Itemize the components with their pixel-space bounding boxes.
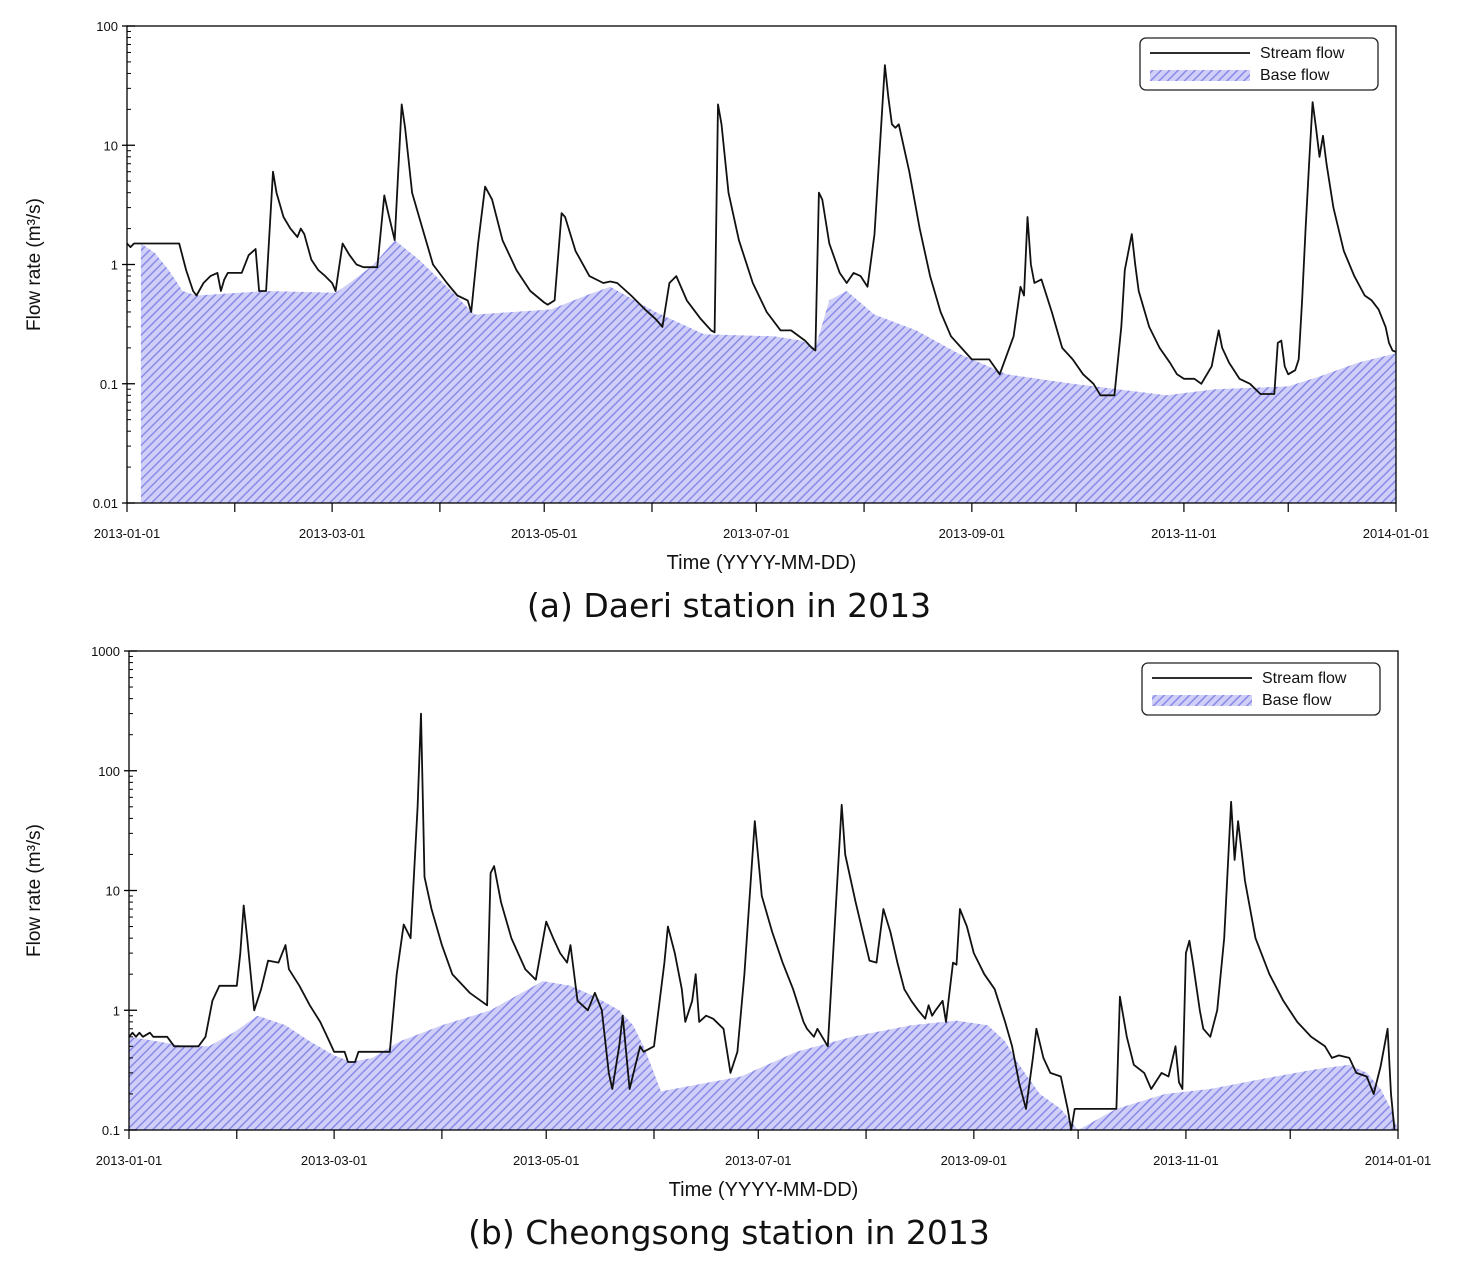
y-tick-label: 10 bbox=[104, 138, 118, 153]
stream-flow-line bbox=[128, 712, 1396, 1131]
x-tick-label: 2013-07-01 bbox=[725, 1153, 792, 1168]
x-tick-label: 2013-05-01 bbox=[513, 1153, 580, 1168]
y-axis-label: Flow rate (m³/s) bbox=[24, 824, 45, 957]
x-tick-label: 2013-11-01 bbox=[1153, 1153, 1219, 1168]
legend-base-flow-label: Base flow bbox=[1260, 67, 1330, 84]
y-tick-label: 100 bbox=[96, 19, 118, 34]
legend-stream-flow-label: Stream flow bbox=[1260, 45, 1345, 62]
y-tick-label: 100 bbox=[98, 764, 120, 779]
base-flow-area bbox=[129, 981, 1398, 1130]
x-tick-label: 2014-01-01 bbox=[1365, 1153, 1432, 1168]
x-tick-label: 2013-07-01 bbox=[723, 526, 790, 541]
legend-base-flow-label: Base flow bbox=[1262, 692, 1332, 709]
y-tick-label: 0.01 bbox=[93, 496, 118, 511]
legend-base-flow-swatch bbox=[1150, 70, 1250, 81]
chart-cheongsong: 0.1 1 10 100 1000 2013-01-01 2013-03-01 2013-05… bbox=[24, 644, 1431, 1201]
caption-cheongsong: (b) Cheongsong station in 2013 bbox=[468, 1213, 990, 1252]
x-tick-label: 2013-01-01 bbox=[94, 526, 161, 541]
y-tick-label: 1 bbox=[113, 1003, 120, 1018]
chart-daeri: 0.01 0.1 1 10 100 2013-01-01 2013-03-01 2013-05… bbox=[24, 19, 1429, 574]
x-tick-label: 2013-05-01 bbox=[511, 526, 578, 541]
x-tick-label: 2013-01-01 bbox=[96, 1153, 163, 1168]
y-tick-label: 0.1 bbox=[100, 377, 118, 392]
y-tick-label: 10 bbox=[106, 884, 120, 899]
x-axis-label: Time (YYYY-MM-DD) bbox=[669, 1179, 859, 1201]
x-tick-label: 2013-11-01 bbox=[1151, 526, 1217, 541]
stream-flow-line bbox=[126, 64, 1397, 397]
x-axis-label: Time (YYYY-MM-DD) bbox=[667, 552, 857, 574]
x-tick-label: 2013-09-01 bbox=[939, 526, 1006, 541]
y-tick-label: 0.1 bbox=[102, 1123, 120, 1138]
y-tick-label: 1 bbox=[111, 258, 118, 273]
x-tick-label: 2013-09-01 bbox=[941, 1153, 1008, 1168]
caption-daeri: (a) Daeri station in 2013 bbox=[526, 586, 932, 625]
y-axis-label: Flow rate (m³/s) bbox=[24, 198, 45, 331]
y-tick-label: 1000 bbox=[91, 644, 120, 659]
x-tick-label: 2014-01-01 bbox=[1363, 526, 1430, 541]
x-tick-label: 2013-03-01 bbox=[301, 1153, 368, 1168]
x-tick-label: 2013-03-01 bbox=[299, 526, 366, 541]
legend-base-flow-swatch bbox=[1152, 695, 1252, 706]
base-flow-area bbox=[140, 240, 1396, 503]
legend-stream-flow-label: Stream flow bbox=[1262, 670, 1347, 687]
